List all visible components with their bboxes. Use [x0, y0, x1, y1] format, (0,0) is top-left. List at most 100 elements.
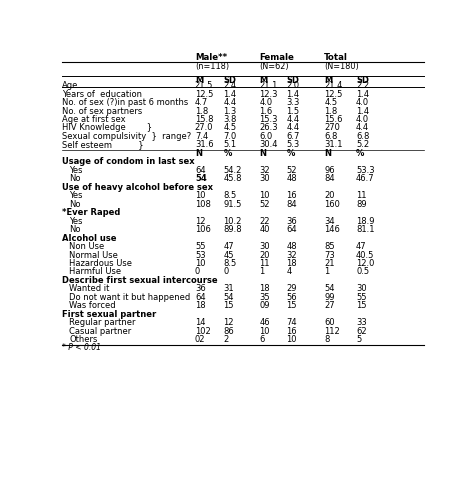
Text: 1.4: 1.4 — [286, 90, 300, 99]
Text: 12.5: 12.5 — [195, 90, 213, 99]
Text: 54: 54 — [324, 285, 335, 294]
Text: 40: 40 — [259, 225, 270, 234]
Text: 36: 36 — [195, 285, 206, 294]
Text: 53.3: 53.3 — [356, 166, 375, 175]
Text: 91.5: 91.5 — [224, 200, 242, 209]
Text: No: No — [69, 174, 81, 183]
Text: 5.3: 5.3 — [286, 140, 300, 149]
Text: 18: 18 — [286, 259, 297, 268]
Text: 40.5: 40.5 — [356, 250, 374, 260]
Text: 27.0: 27.0 — [195, 124, 213, 132]
Text: 1.4: 1.4 — [356, 107, 369, 116]
Text: 1.4: 1.4 — [224, 90, 237, 99]
Text: %: % — [224, 149, 232, 158]
Text: SD: SD — [224, 76, 237, 85]
Text: 30: 30 — [259, 242, 270, 251]
Text: 89.8: 89.8 — [224, 225, 242, 234]
Text: 46.7: 46.7 — [356, 174, 375, 183]
Text: 8.5: 8.5 — [224, 259, 237, 268]
Text: 29: 29 — [286, 285, 297, 294]
Text: Yes: Yes — [69, 216, 83, 225]
Text: 5.1: 5.1 — [224, 140, 237, 149]
Text: 1.3: 1.3 — [224, 107, 237, 116]
Text: 96: 96 — [324, 166, 335, 175]
Text: First sexual partner: First sexual partner — [62, 310, 156, 319]
Text: Yes: Yes — [69, 166, 83, 175]
Text: 46: 46 — [259, 318, 270, 327]
Text: 20: 20 — [259, 250, 270, 260]
Text: 3.3: 3.3 — [286, 98, 300, 107]
Text: 4.4: 4.4 — [286, 124, 300, 132]
Text: 2.4: 2.4 — [224, 81, 237, 90]
Text: 160: 160 — [324, 200, 340, 209]
Text: 60: 60 — [324, 318, 335, 327]
Text: No: No — [69, 200, 81, 209]
Text: 81.1: 81.1 — [356, 225, 374, 234]
Text: 16: 16 — [286, 191, 297, 200]
Text: 32: 32 — [286, 250, 297, 260]
Text: 54: 54 — [224, 293, 234, 302]
Text: 108: 108 — [195, 200, 211, 209]
Text: 12.5: 12.5 — [324, 90, 343, 99]
Text: 15: 15 — [356, 302, 366, 311]
Text: SD: SD — [286, 76, 299, 85]
Text: 5.2: 5.2 — [356, 140, 369, 149]
Text: 2.2: 2.2 — [356, 81, 369, 90]
Text: 1: 1 — [259, 268, 264, 277]
Text: %: % — [356, 149, 365, 158]
Text: 5: 5 — [356, 335, 361, 344]
Text: 6.0: 6.0 — [259, 132, 273, 141]
Text: 84: 84 — [324, 174, 335, 183]
Text: 1.8: 1.8 — [195, 107, 208, 116]
Text: 21.5: 21.5 — [195, 81, 213, 90]
Text: 48: 48 — [286, 242, 297, 251]
Text: Female: Female — [259, 54, 294, 63]
Text: 36: 36 — [286, 216, 297, 225]
Text: 30.4: 30.4 — [259, 140, 278, 149]
Text: Regular partner: Regular partner — [69, 318, 136, 327]
Text: 99: 99 — [324, 293, 335, 302]
Text: N: N — [259, 149, 266, 158]
Text: 8.5: 8.5 — [224, 191, 237, 200]
Text: 4.0: 4.0 — [356, 98, 369, 107]
Text: 56: 56 — [286, 293, 297, 302]
Text: Hazardous Use: Hazardous Use — [69, 259, 132, 268]
Text: 0: 0 — [224, 268, 229, 277]
Text: 146: 146 — [324, 225, 340, 234]
Text: 4.0: 4.0 — [356, 115, 369, 124]
Text: 4.4: 4.4 — [356, 124, 369, 132]
Text: Age: Age — [62, 81, 78, 90]
Text: Non Use: Non Use — [69, 242, 105, 251]
Text: %: % — [286, 149, 295, 158]
Text: HIV Knowledge        }: HIV Knowledge } — [62, 124, 152, 132]
Text: 47: 47 — [356, 242, 367, 251]
Text: 16: 16 — [286, 327, 297, 336]
Text: 64: 64 — [195, 166, 206, 175]
Text: Normal Use: Normal Use — [69, 250, 118, 260]
Text: 54.2: 54.2 — [224, 166, 242, 175]
Text: 10: 10 — [195, 191, 205, 200]
Text: (n=118): (n=118) — [195, 62, 229, 71]
Text: N: N — [195, 149, 202, 158]
Text: 15.6: 15.6 — [324, 115, 343, 124]
Text: 30: 30 — [259, 174, 270, 183]
Text: Others: Others — [69, 335, 98, 344]
Text: 4.4: 4.4 — [286, 115, 300, 124]
Text: 55: 55 — [195, 242, 205, 251]
Text: 26.3: 26.3 — [259, 124, 278, 132]
Text: 84: 84 — [286, 200, 297, 209]
Text: N: N — [324, 149, 331, 158]
Text: 34: 34 — [324, 216, 335, 225]
Text: 18.9: 18.9 — [356, 216, 374, 225]
Text: 33: 33 — [356, 318, 367, 327]
Text: Age at first sex: Age at first sex — [62, 115, 125, 124]
Text: 4: 4 — [286, 268, 292, 277]
Text: 15: 15 — [286, 302, 297, 311]
Text: Years of  education: Years of education — [62, 90, 142, 99]
Text: No. of sex (?)in past 6 months: No. of sex (?)in past 6 months — [62, 98, 188, 107]
Text: *Ever Raped: *Ever Raped — [62, 208, 120, 217]
Text: 1.8: 1.8 — [324, 107, 337, 116]
Text: 2: 2 — [224, 335, 229, 344]
Text: 53: 53 — [195, 250, 206, 260]
Text: Wanted it: Wanted it — [69, 285, 109, 294]
